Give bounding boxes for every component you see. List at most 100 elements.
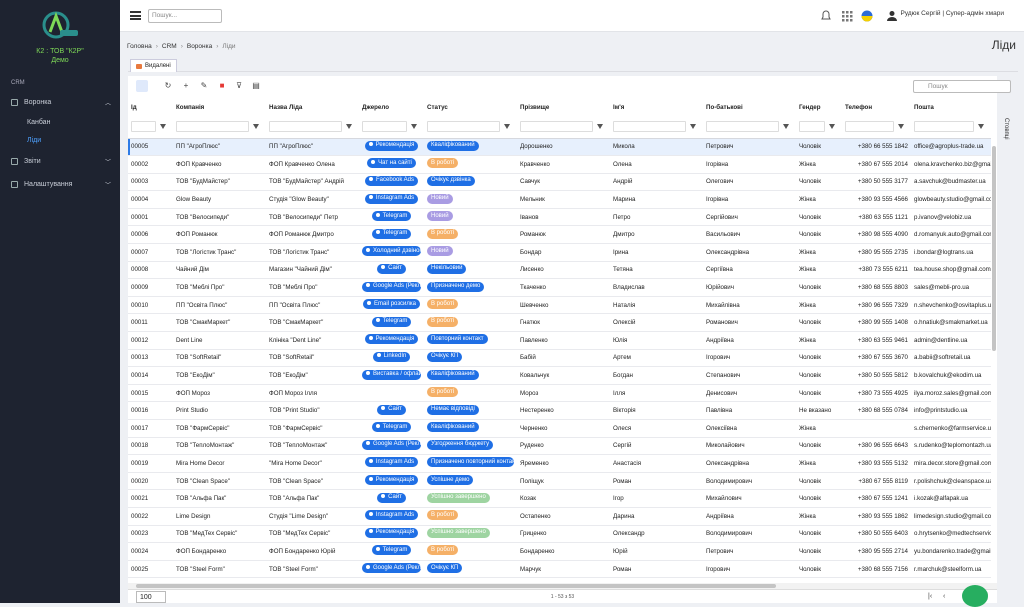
filter-input[interactable] <box>799 121 825 133</box>
cell: sales@mebli-pro.ua <box>911 278 991 297</box>
column-header[interactable]: Телефон <box>845 103 873 111</box>
chat-button[interactable] <box>962 585 988 607</box>
table-row[interactable]: 00001 ТОВ "Велосипеди" ТОВ "Велосипеди" Пе… <box>128 208 991 227</box>
prev-page[interactable]: ‹ <box>943 593 946 600</box>
table-row[interactable]: 00020 ТОВ "Clean Space" ТОВ "Clean Space" Р… <box>128 472 991 491</box>
column-header[interactable]: Пошта <box>914 103 934 111</box>
filter-icon[interactable] <box>597 124 603 130</box>
crumb[interactable]: Воронка <box>186 43 213 50</box>
table-row[interactable]: 00003 ТОВ "БудМайстер" ТОВ "БудМайстер" Ан… <box>128 173 991 192</box>
column-header[interactable]: Назва Ліда <box>269 103 303 111</box>
column-header[interactable]: Прізвище <box>520 103 550 111</box>
menu-item[interactable]: Звіти ﹀ <box>11 158 111 166</box>
filter-icon[interactable] <box>783 124 789 130</box>
filter-input[interactable] <box>520 121 593 133</box>
filter-icon[interactable] <box>411 124 417 130</box>
filter-input[interactable] <box>427 121 500 133</box>
refresh-button[interactable]: ↻ <box>164 81 172 90</box>
table-row[interactable]: 00015 ФОП Мороз ФОП Мороз Ілля В роботі Моро… <box>128 384 991 403</box>
filter-icon[interactable] <box>978 124 984 130</box>
column-filter <box>424 116 517 139</box>
table-search[interactable]: Пошук <box>913 80 1011 93</box>
column-header[interactable]: Гендер <box>799 103 821 111</box>
table-row[interactable]: 00013 ТОВ "SoftRetail" ТОВ "SoftRetail" Lin… <box>128 349 991 368</box>
column-header[interactable]: Джерело <box>362 103 390 111</box>
table-row[interactable]: 00018 ТОВ "ТеплоМонтаж" ТОВ "ТеплоМонтаж" G… <box>128 437 991 456</box>
table-row[interactable]: 00002 ФОП Кравченко ФОП Кравченко Олена Чат… <box>128 155 991 174</box>
column-header[interactable]: Ім'я <box>613 103 625 111</box>
filter-input[interactable] <box>362 121 407 133</box>
table-row[interactable]: 00017 ТОВ "ФармСервіс" ТОВ "ФармСервіс" Tel… <box>128 419 991 438</box>
menu-item[interactable]: Ліди <box>27 137 127 144</box>
table-row[interactable]: 00007 ТОВ "Логістик Транс" ТОВ "Логістик Т… <box>128 243 991 262</box>
filter-input[interactable] <box>914 121 974 133</box>
table-row[interactable]: 00012 Dent Line Клініка "Dent Line" Рекомен… <box>128 331 991 350</box>
menu-item[interactable]: Канбан <box>27 119 127 126</box>
table-card: ↻ + ✎ ■ ⊽ ▤ Пошук Ід Компанія Назва Ліда Дж… <box>128 76 1011 589</box>
cell: ТОВ "Меблі Про" <box>266 278 359 297</box>
user-name[interactable]: Рудюк Сергій | Супер-адмін хмари <box>900 10 1004 17</box>
filter-icon[interactable] <box>160 124 166 130</box>
source-chip: Сайт <box>377 263 406 274</box>
table-row[interactable]: 00009 ТОВ "Меблі Про" ТОВ "Меблі Про" Googl… <box>128 278 991 297</box>
table-row[interactable]: 00005 ПП "АгроПлюс" ПП "АгроПлюс" Рекоменда… <box>128 138 991 157</box>
filter-icon[interactable] <box>504 124 510 130</box>
tab[interactable]: Видалені <box>130 59 177 72</box>
filter-icon[interactable] <box>829 124 835 130</box>
column-filter <box>796 116 842 139</box>
tabs: Видалені <box>128 58 1018 72</box>
cell: Юлія <box>610 331 703 350</box>
cell: Дарина <box>610 507 703 526</box>
column-header[interactable]: Статус <box>427 103 448 111</box>
crumb[interactable]: CRM <box>161 43 177 50</box>
cell: Ігорівна <box>703 190 796 209</box>
column-header[interactable]: Ід <box>131 103 137 111</box>
cell: i.kozak@alfapak.ua <box>911 489 991 508</box>
filter-icon[interactable] <box>898 124 904 130</box>
column-header[interactable]: Компанія <box>176 103 205 111</box>
delete-button[interactable]: ■ <box>219 81 225 90</box>
table-row[interactable]: 00004 Glow Beauty Студія "Glow Beauty" Inst… <box>128 190 991 209</box>
table-row[interactable]: 00023 ТОВ "МедТех Сервіс" ТОВ "МедТех Серв… <box>128 525 991 544</box>
menu-item[interactable]: Налаштування ﹀ <box>11 181 111 189</box>
table-row[interactable]: 00024 ФОП Бондаренко ФОП Бондаренко Юрій Te… <box>128 542 991 561</box>
filter-icon[interactable] <box>253 124 259 130</box>
table-row[interactable]: 00022 Lime Design Студія "Lime Design" Inst… <box>128 507 991 526</box>
filter-input[interactable] <box>131 121 156 133</box>
cell: Instagram Ads <box>359 454 424 473</box>
filter-input[interactable] <box>176 121 249 133</box>
table-row[interactable]: 00021 ТОВ "Альфа Пак" ТОВ "Альфа Пак" Сайт У… <box>128 489 991 508</box>
cell: +380 50 555 3177 <box>842 173 911 192</box>
add-button[interactable]: + <box>183 81 189 90</box>
filter-input[interactable] <box>845 121 894 133</box>
table-row[interactable]: 00010 ПП "Освіта Плюс" ПП "Освіта Плюс" Ema… <box>128 296 991 315</box>
search-input[interactable]: Пошук... <box>148 9 222 23</box>
table-row[interactable]: 00011 ТОВ "СмакМаркет" ТОВ "СмакМаркет" Tel… <box>128 313 991 333</box>
filter-input[interactable] <box>706 121 779 133</box>
crumb[interactable]: Головна <box>127 43 152 50</box>
table-row[interactable]: 00019 Mira Home Decor "Mira Home Decor" Ins… <box>128 454 991 473</box>
table-row[interactable]: 00008 Чайний Дім Магазин "Чайний Дім" Сайт Н… <box>128 261 991 280</box>
horizontal-scrollbar[interactable] <box>128 583 997 589</box>
menu-item[interactable]: Воронка ︿ <box>11 99 111 107</box>
cell: ТОВ "ФармСервіс" <box>173 419 266 438</box>
filter-input[interactable] <box>269 121 342 133</box>
filter-icon[interactable] <box>690 124 696 130</box>
filter-input[interactable] <box>613 121 686 133</box>
table-row[interactable]: 00006 ФОП Романюк ФОП Романюк Дмитро Telegr… <box>128 225 991 245</box>
column-header[interactable]: По-батькові <box>706 103 743 111</box>
export-button[interactable]: ▤ <box>252 81 260 90</box>
first-page[interactable]: |‹ <box>928 593 933 600</box>
view-toggle[interactable] <box>136 80 148 92</box>
table-row[interactable]: 00014 ТОВ "ЕкоДім" ТОВ "ЕкоДім" Виставка / … <box>128 366 991 385</box>
table-row[interactable]: 00016 Print Studio ТОВ "Print Studio" Сайт Н… <box>128 401 991 420</box>
clear-filter-button[interactable]: ⊽ <box>236 81 242 90</box>
columns-button[interactable]: Стовпці <box>1003 118 1009 140</box>
edit-button[interactable]: ✎ <box>200 81 208 90</box>
cell: o.hrytsenko@medtechservic <box>911 525 991 544</box>
filter-icon[interactable] <box>346 124 352 130</box>
vertical-scrollbar[interactable] <box>992 146 996 351</box>
menu-toggle[interactable] <box>130 11 141 20</box>
cell: Микола <box>610 138 703 157</box>
table-row[interactable]: 00025 ТОВ "Steel Form" ТОВ "Steel Form" Goo… <box>128 560 991 579</box>
